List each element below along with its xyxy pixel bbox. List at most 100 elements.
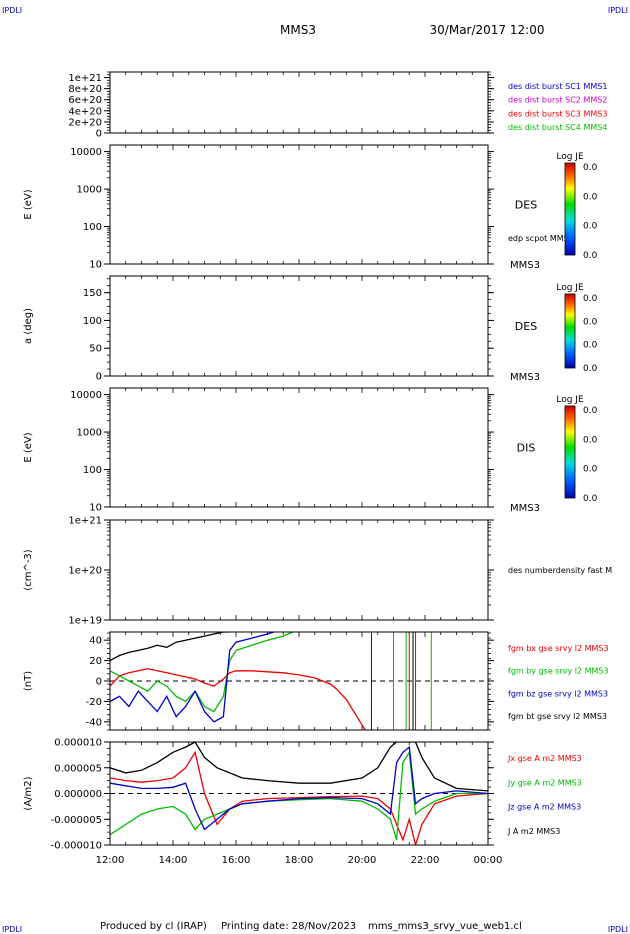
panel-4-species-label: DIS	[517, 442, 536, 455]
corner-label-bottom-left: IPDLI	[2, 925, 22, 934]
panel-7-ytick-label-4: -0.000010	[51, 841, 102, 852]
panel-1-ytick-label-0: 1e+21	[68, 73, 102, 84]
panel-7-xtick-label-6: 00:00	[474, 855, 503, 866]
panel-2-ytick-label-1: 1000	[77, 185, 102, 196]
corner-label-bottom-right: IPDLI	[608, 925, 628, 934]
panel-6-ytick-label-0: 40	[89, 636, 102, 647]
panel-7-legend-2: Jz gse A m2 MMS3	[507, 803, 581, 812]
panel-6-ytick-label-4: -40	[86, 717, 102, 728]
panel-7-ytick-label-2: 0.000000	[54, 789, 102, 800]
corner-label-top-right: IPDLI	[608, 6, 628, 15]
panel-4-ytick-label-0: 10000	[70, 390, 102, 401]
panel-2-frame	[109, 144, 489, 265]
footer-printing-date: Printing date: 28/Nov/2023	[221, 921, 356, 932]
panel-2-sc-label: MMS3	[510, 260, 540, 271]
panel-3-species-label: DES	[515, 320, 537, 333]
corner-label-top-left: IPDLI	[2, 6, 22, 15]
panel-7-xtick-label-5: 22:00	[411, 855, 440, 866]
panel-2-colorbar-tick-0: 0.0	[583, 163, 598, 173]
panel-5-ytick-label-0: 1e+21	[68, 516, 102, 527]
panel-7-ylabel: (A/m2)	[23, 776, 34, 810]
panel-4-colorbar	[564, 405, 576, 499]
panel-7-legend-1: Jy gse A m2 MMS3	[507, 778, 582, 787]
panel-7-xtick-label-4: 20:00	[348, 855, 377, 866]
panel-2-colorbar-tick-2: 0.0	[583, 222, 598, 232]
panel-2-colorbar-title: Log JE	[556, 152, 584, 162]
panel-3-frame	[109, 275, 489, 377]
footer-filename: mms_mms3_srvy_vue_web1.cl	[368, 921, 522, 932]
panel-4-ylabel: E (eV)	[23, 432, 34, 462]
panel-6-ytick-label-2: 0	[96, 677, 102, 688]
panel-4-frame	[109, 387, 489, 508]
panel-3-sc-label: MMS3	[510, 372, 540, 383]
panel-3-ytick-label-2: 50	[89, 344, 102, 355]
panel-3-ytick-label-0: 150	[83, 288, 102, 299]
panel-7-series-0	[110, 750, 488, 845]
panel-1-legend-3: des dist burst SC4 MMS4	[508, 123, 607, 132]
panel-2-overlay-label: edp scpot MMS3	[508, 234, 574, 243]
panel-2-colorbar-tick-1: 0.0	[583, 192, 598, 202]
panel-7-xtick-label-3: 18:00	[285, 855, 314, 866]
panel-4-ytick-label-1: 1000	[77, 428, 102, 439]
panel-1-ytick-label-4: 2e+20	[68, 117, 102, 128]
panel-6-legend-1: fgm by gse srvy l2 MMS3	[508, 667, 609, 676]
panel-4-ytick-label-3: 10	[89, 503, 102, 514]
panel-1-legend-2: des dist burst SC3 MMS3	[508, 109, 607, 118]
panel-6-series-3	[110, 632, 230, 662]
panel-3-ylabel: a (deg)	[23, 308, 34, 344]
panel-6-series-2	[110, 632, 274, 723]
panel-2-ytick-label-2: 100	[83, 222, 102, 233]
panel-5-frame	[109, 519, 489, 621]
panel-5-ytick-label-2: 1e+19	[68, 616, 102, 627]
panel-3-colorbar-tick-1: 0.0	[583, 317, 598, 327]
panel-4-sc-label: MMS3	[510, 503, 540, 514]
panel-2-colorbar	[564, 162, 576, 256]
panel-7-xtick-label-0: 12:00	[96, 855, 125, 866]
panel-2-ytick-label-0: 10000	[70, 147, 102, 158]
panel-1-ytick-label-1: 8e+20	[68, 84, 102, 95]
panel-2-ylabel: E (eV)	[23, 189, 34, 219]
spacecraft-title: MMS3	[280, 23, 316, 37]
panel-4-colorbar-tick-0: 0.0	[583, 406, 598, 416]
panel-6-frame	[109, 631, 489, 731]
panel-3-colorbar-tick-3: 0.0	[583, 364, 598, 374]
panel-1-ytick-label-2: 6e+20	[68, 95, 102, 106]
panel-5-ytick-label-1: 1e+20	[68, 566, 102, 577]
panel-4-colorbar-tick-1: 0.0	[583, 435, 598, 445]
panel-3-colorbar-tick-2: 0.0	[583, 341, 598, 351]
panel-7-frame	[109, 741, 489, 846]
panel-6-legend-2: fgm bz gse srvy l2 MMS3	[508, 689, 608, 698]
panel-7-ytick-label-1: 0.000005	[54, 763, 102, 774]
panel-7-ytick-label-3: -0.000005	[51, 815, 102, 826]
footer-produced: Produced by cl (IRAP)	[100, 921, 207, 932]
panel-3-colorbar	[564, 293, 576, 369]
panel-2-species-label: DES	[515, 199, 537, 212]
panel-7-ytick-label-0: 0.000010	[54, 738, 102, 749]
panel-7-legend-0: Jx gse A m2 MMS3	[507, 754, 582, 763]
panel-7-series-3	[110, 742, 488, 792]
panel-4-colorbar-tick-2: 0.0	[583, 465, 598, 475]
panel-4-colorbar-tick-3: 0.0	[583, 494, 598, 504]
panel-7-series-2	[110, 745, 488, 831]
panel-2-ytick-label-3: 10	[89, 260, 102, 271]
panel-6-ytick-label-1: 20	[89, 656, 102, 667]
panel-1-legend-0: des dist burst SC1 MMS1	[508, 82, 607, 91]
datetime-title: 30/Mar/2017 12:00	[430, 23, 545, 37]
panel-1-frame	[109, 71, 489, 134]
panel-3-ytick-label-1: 100	[83, 316, 102, 327]
panel-6-ytick-label-3: -20	[86, 697, 102, 708]
panel-6-legend-0: fgm bx gse srvy l2 MMS3	[508, 644, 609, 653]
panel-1-legend-1: des dist burst SC2 MMS2	[508, 96, 607, 105]
panel-3-colorbar-title: Log JE	[556, 283, 584, 293]
panel-7-legend-3: J A m2 MMS3	[507, 827, 560, 836]
panel-7-xtick-label-1: 14:00	[159, 855, 188, 866]
panel-3-ytick-label-3: 0	[96, 372, 102, 383]
panel-4-ytick-label-2: 100	[83, 465, 102, 476]
panel-1-ytick-label-3: 4e+20	[68, 106, 102, 117]
panel-5-legend-0: des numberdensity fast M	[508, 566, 612, 575]
panel-2-colorbar-tick-3: 0.0	[583, 251, 598, 261]
panel-3-colorbar-tick-0: 0.0	[583, 294, 598, 304]
